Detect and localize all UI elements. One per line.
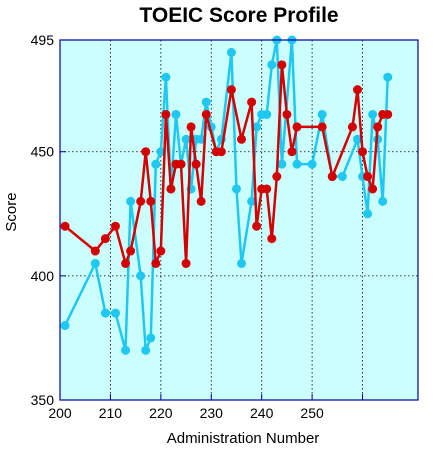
data-point — [352, 134, 362, 144]
series-2 — [60, 60, 393, 268]
data-point — [166, 184, 176, 194]
data-point — [136, 196, 146, 206]
data-point — [317, 109, 327, 119]
data-point — [110, 308, 120, 318]
tick-labels: 200 210 220 230 240 250 350 400 450 495 — [31, 32, 364, 421]
data-point — [181, 134, 191, 144]
data-point — [121, 258, 131, 268]
data-point — [272, 172, 282, 182]
data-point — [292, 159, 302, 169]
data-point — [337, 172, 347, 182]
data-point — [141, 345, 151, 355]
data-point — [141, 147, 151, 157]
data-point — [110, 221, 120, 231]
data-point — [60, 221, 70, 231]
data-point — [121, 345, 131, 355]
data-point — [262, 184, 272, 194]
data-point — [247, 97, 257, 107]
data-point — [352, 85, 362, 95]
data-point — [126, 196, 136, 206]
series-line — [63, 38, 389, 352]
data-point — [252, 221, 262, 231]
data-point — [383, 72, 393, 82]
x-tick-label: 240 — [250, 405, 274, 421]
data-point — [196, 196, 206, 206]
data-point — [146, 196, 156, 206]
x-tick-label: 250 — [300, 405, 324, 421]
data-point — [100, 234, 110, 244]
x-tick-label: 230 — [200, 405, 224, 421]
data-point — [100, 308, 110, 318]
data-point — [363, 172, 373, 182]
data-point — [262, 109, 272, 119]
x-tick-label: 210 — [99, 405, 123, 421]
data-point — [358, 147, 368, 157]
data-point — [186, 122, 196, 132]
data-point — [156, 246, 166, 256]
data-point — [231, 184, 241, 194]
data-point — [368, 184, 378, 194]
data-point — [156, 147, 166, 157]
data-point — [201, 97, 211, 107]
data-point — [161, 72, 171, 82]
data-point — [287, 147, 297, 157]
data-point — [60, 321, 70, 331]
x-tick-label: 200 — [48, 405, 72, 421]
y-tick-label: 350 — [31, 392, 55, 408]
data-point — [277, 60, 287, 70]
data-point — [191, 159, 201, 169]
data-point — [282, 109, 292, 119]
data-point — [277, 159, 287, 169]
data-point — [151, 258, 161, 268]
data-point — [267, 234, 277, 244]
data-point — [176, 159, 186, 169]
data-point — [226, 47, 236, 57]
data-point — [317, 122, 327, 132]
plot-frame — [59, 39, 419, 401]
data-point — [171, 109, 181, 119]
data-point — [307, 159, 317, 169]
chart-title: TOEIC Score Profile — [139, 4, 338, 27]
data-point — [216, 147, 226, 157]
data-point — [247, 196, 257, 206]
data-point — [201, 109, 211, 119]
data-point — [151, 159, 161, 169]
x-axis-label: Administration Number — [167, 430, 320, 447]
data-point — [327, 172, 337, 182]
series-line — [64, 63, 388, 265]
data-point — [347, 122, 357, 132]
data-point — [368, 109, 378, 119]
series-layer — [60, 35, 393, 355]
data-point — [252, 122, 262, 132]
data-point — [237, 258, 247, 268]
data-point — [181, 258, 191, 268]
data-point — [161, 109, 171, 119]
data-point — [90, 258, 100, 268]
data-point — [292, 122, 302, 132]
data-point — [363, 209, 373, 219]
data-point — [267, 60, 277, 70]
y-tick-label: 450 — [31, 144, 55, 160]
data-point — [383, 109, 393, 119]
data-point — [136, 271, 146, 281]
data-point — [126, 246, 136, 256]
x-tick-label: 220 — [149, 405, 173, 421]
data-point — [146, 333, 156, 343]
y-axis-label: Score — [3, 192, 20, 231]
data-point — [90, 246, 100, 256]
y-tick-label: 400 — [31, 268, 55, 284]
data-point — [226, 85, 236, 95]
data-point — [373, 122, 383, 132]
y-tick-label: 495 — [31, 32, 55, 48]
data-point — [237, 134, 247, 144]
data-point — [378, 196, 388, 206]
